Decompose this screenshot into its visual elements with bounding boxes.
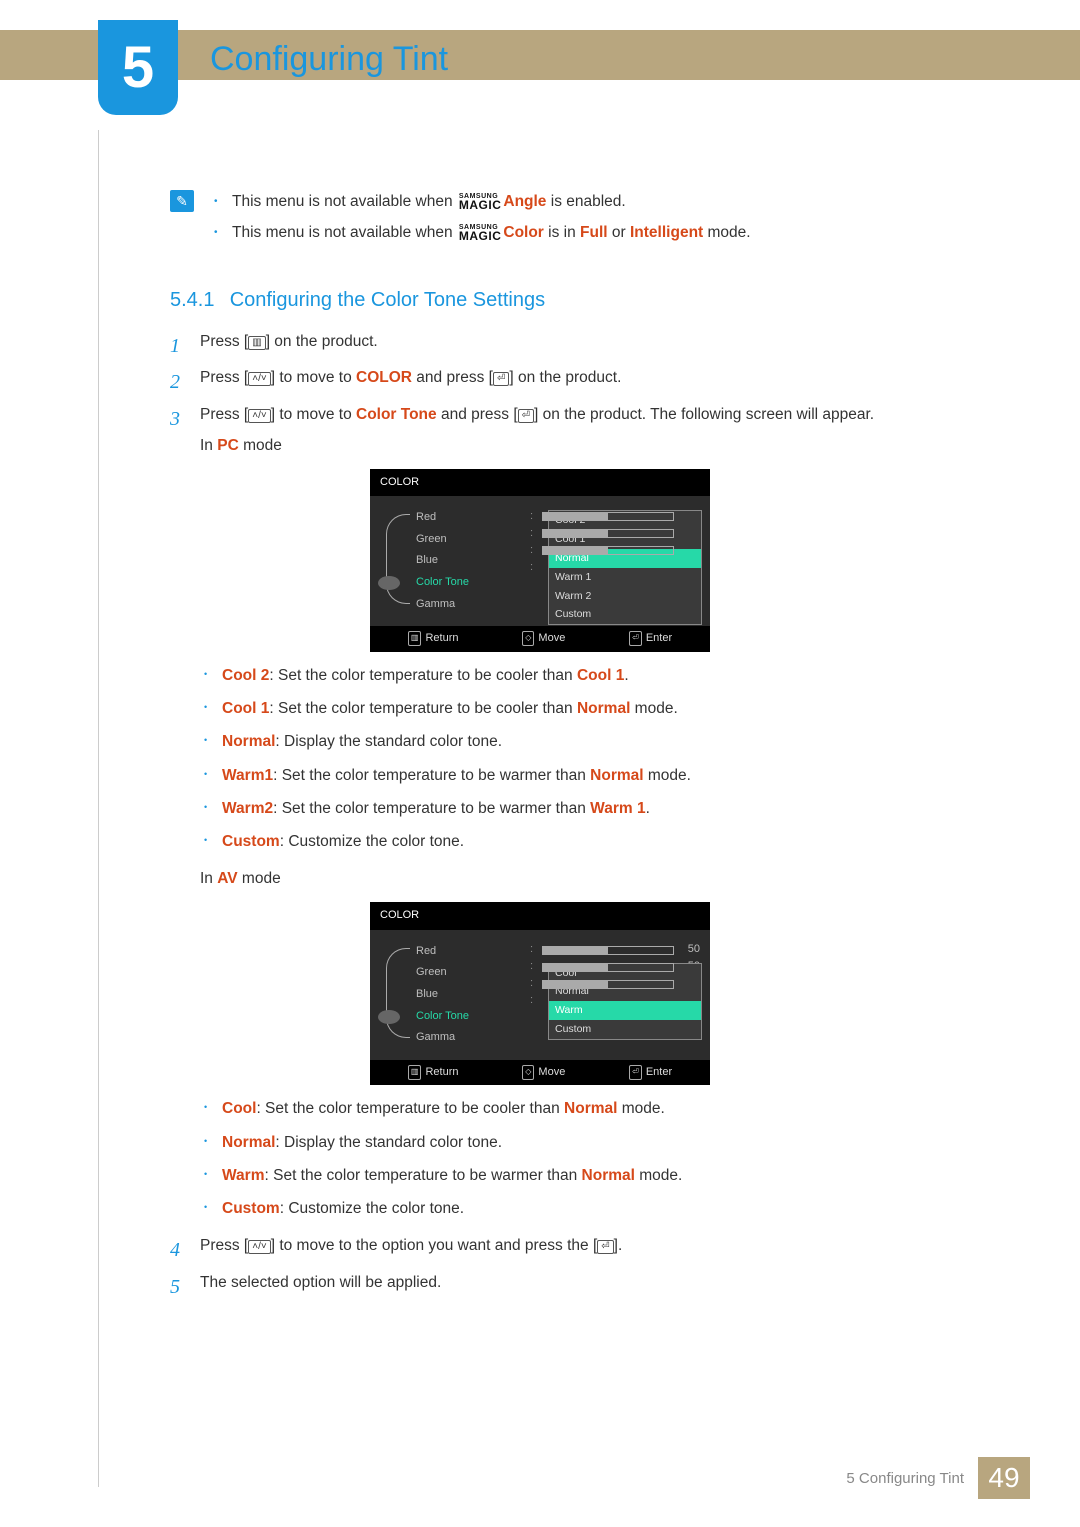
term: Full: [580, 224, 608, 241]
step-item: Press [˄/˅] to move to Color Tone and pr…: [170, 403, 1020, 1220]
mode-label: In PC mode: [200, 434, 1020, 459]
term: Color Tone: [356, 406, 437, 423]
note-block: This menu is not available when SAMSUNG …: [170, 190, 1020, 253]
logo-bottom: MAGIC: [459, 200, 502, 210]
note-item: This menu is not available when SAMSUNG …: [214, 190, 1020, 213]
menu-key-icon: ▥: [248, 336, 265, 350]
term: PC: [217, 437, 239, 454]
samsung-magic-logo: SAMSUNG MAGIC: [459, 225, 502, 241]
text: Press [: [200, 406, 248, 423]
option-item: Normal: Display the standard color tone.: [200, 1131, 1020, 1154]
text: ] to move to: [271, 369, 356, 386]
term: AV: [217, 870, 237, 887]
chapter-number-tab: 5: [98, 20, 178, 115]
osd-screenshot-av: COLOR RedGreenBlueColor ToneGamma :50:50…: [370, 902, 710, 1085]
text: ] to move to the option you want and pre…: [271, 1237, 598, 1254]
step-item: The selected option will be applied.: [170, 1271, 1020, 1296]
option-item: Cool: Set the color temperature to be co…: [200, 1097, 1020, 1120]
note-list: This menu is not available when SAMSUNG …: [214, 190, 1020, 253]
section-number: 5.4.1: [170, 289, 214, 311]
samsung-magic-logo: SAMSUNG MAGIC: [459, 194, 502, 210]
note-icon: [170, 190, 194, 212]
text: mode: [239, 437, 282, 454]
text: and press [: [437, 406, 518, 423]
text: ] on the product.: [509, 369, 621, 386]
footer-text: 5 Configuring Tint: [846, 1470, 964, 1487]
text: Press [: [200, 333, 248, 350]
text: The selected option will be applied.: [200, 1274, 441, 1291]
text: ] to move to: [271, 406, 356, 423]
option-item: Cool 1: Set the color temperature to be …: [200, 697, 1020, 720]
option-item: Normal: Display the standard color tone.: [200, 730, 1020, 753]
option-item: Custom: Customize the color tone.: [200, 1197, 1020, 1220]
term: COLOR: [356, 369, 412, 386]
text: and press [: [412, 369, 493, 386]
term: Angle: [503, 193, 546, 210]
enter-key-icon: ⏎: [518, 409, 534, 423]
section-title: Configuring the Color Tone Settings: [230, 289, 545, 311]
option-item: Warm: Set the color temperature to be wa…: [200, 1164, 1020, 1187]
option-item: Cool 2: Set the color temperature to be …: [200, 664, 1020, 687]
option-item: Custom: Customize the color tone.: [200, 830, 1020, 853]
updown-key-icon: ˄/˅: [248, 372, 270, 386]
term: Intelligent: [630, 224, 703, 241]
text: In: [200, 870, 217, 887]
step-item: Press [˄/˅] to move to the option you wa…: [170, 1234, 1020, 1259]
left-margin-rule: [98, 130, 99, 1487]
text: is in: [544, 224, 580, 241]
mode-label: In AV mode: [200, 867, 1020, 892]
text: ] on the product. The following screen w…: [534, 406, 874, 423]
logo-bottom: MAGIC: [459, 231, 502, 241]
text: This menu is not available when: [232, 224, 457, 241]
chapter-title: Configuring Tint: [210, 40, 448, 79]
updown-key-icon: ˄/˅: [248, 1240, 270, 1254]
text: mode.: [703, 224, 750, 241]
text: ] on the product.: [266, 333, 378, 350]
text: This menu is not available when: [232, 193, 457, 210]
section-heading: 5.4.1 Configuring the Color Tone Setting…: [170, 289, 1020, 312]
page-number: 49: [978, 1457, 1030, 1499]
osd-screenshot-pc: COLOR RedGreenBlueColor ToneGamma :50:50…: [370, 469, 710, 652]
enter-key-icon: ⏎: [597, 1240, 613, 1254]
text: In: [200, 437, 217, 454]
enter-key-icon: ⏎: [493, 372, 509, 386]
av-options-list: Cool: Set the color temperature to be co…: [200, 1097, 1020, 1220]
updown-key-icon: ˄/˅: [248, 409, 270, 423]
option-item: Warm1: Set the color temperature to be w…: [200, 764, 1020, 787]
text: Press [: [200, 369, 248, 386]
text: or: [608, 224, 630, 241]
step-item: Press [▥] on the product.: [170, 330, 1020, 355]
text: ].: [614, 1237, 623, 1254]
steps-list: Press [▥] on the product. Press [˄/˅] to…: [170, 330, 1020, 1296]
note-item: This menu is not available when SAMSUNG …: [214, 221, 1020, 244]
step-item: Press [˄/˅] to move to COLOR and press […: [170, 366, 1020, 391]
text: Press [: [200, 1237, 248, 1254]
page-footer: 5 Configuring Tint 49: [846, 1457, 1030, 1499]
page-content: This menu is not available when SAMSUNG …: [170, 190, 1020, 1308]
pc-options-list: Cool 2: Set the color temperature to be …: [200, 664, 1020, 854]
term: Color: [503, 224, 543, 241]
text: is enabled.: [546, 193, 625, 210]
text: mode: [238, 870, 281, 887]
option-item: Warm2: Set the color temperature to be w…: [200, 797, 1020, 820]
